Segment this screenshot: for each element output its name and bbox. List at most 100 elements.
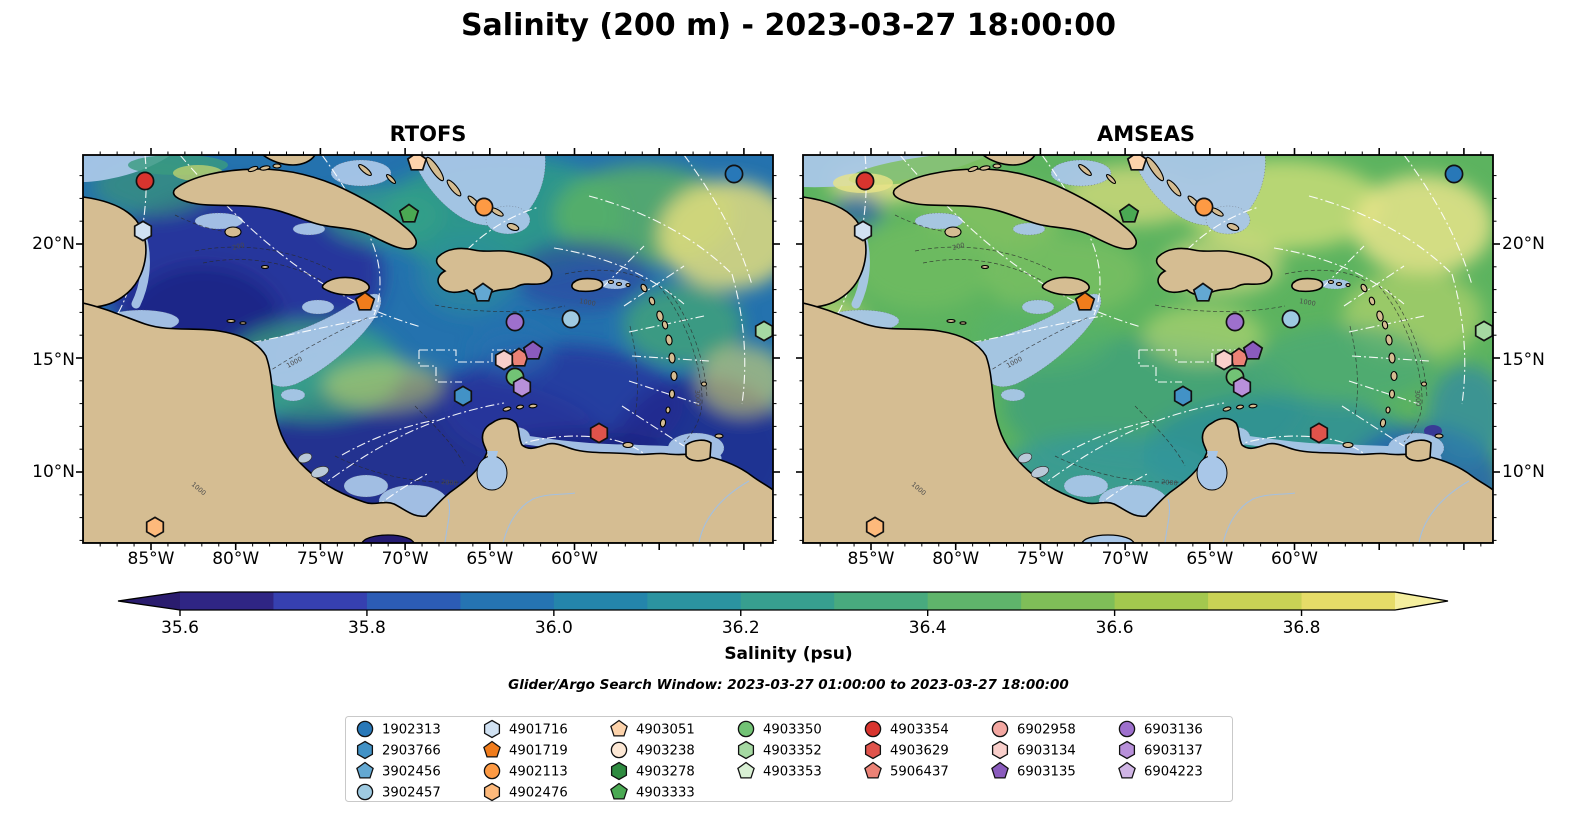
legend-box [345,716,1233,802]
legend-marker-4901716 [483,719,501,739]
rivers [1164,480,1470,543]
legend-label-4903353: 4903353 [763,765,822,780]
gulf-of-panama [361,534,415,543]
legend-label-5906437: 5906437 [890,765,949,780]
legend-label-6903134: 6903134 [1017,744,1076,759]
lon-tick-label: 60°W [1271,549,1318,569]
float-marker-4903354 [135,171,155,191]
float-marker-6903135 [1242,340,1264,360]
legend-label-4903350: 4903350 [763,723,822,738]
legend-marker-6903137 [1118,740,1136,760]
lat-tick-label: 15°N [32,350,75,370]
panel-title-amseas: AMSEAS [1097,122,1195,146]
colorbar-label: Salinity (psu) [724,644,853,664]
legend-marker-6904223 [1118,761,1136,779]
svg-text:3000: 3000 [1413,389,1422,406]
float-marker-3902457 [561,309,581,329]
lon-tick-label: 75°W [296,549,344,569]
legend-marker-3902456 [356,761,374,779]
legend-label-3902456: 3902456 [382,765,441,780]
colorbar-tick-label: 35.8 [347,618,386,638]
legend-marker-4903629 [864,740,882,760]
legend-label-4903238: 4903238 [636,744,695,759]
svg-text:1000: 1000 [1299,297,1317,308]
legend-marker-4903354 [864,720,882,738]
float-marker-4903352 [754,320,773,342]
legend-label-4903333: 4903333 [636,786,695,801]
float-marker-4901719 [1074,291,1096,311]
rivers [444,480,750,543]
legend-marker-6903134 [991,740,1009,760]
svg-text:200: 200 [951,241,965,252]
lon-tick-label: 65°W [1186,549,1234,569]
land [803,155,1493,543]
float-marker-1902313 [724,164,744,184]
colorbar-segment [927,592,1022,610]
colorbar-segment [647,592,742,610]
legend-label-4903629: 4903629 [890,744,949,759]
lon-tick-label: 85°W [127,549,175,569]
colorbar-segment [460,592,555,610]
shallow-shelf [102,155,725,518]
legend-label-4901719: 4901719 [509,744,568,759]
float-marker-4903051 [1126,155,1148,171]
legend-marker-4903352 [737,740,755,760]
figure-title: Salinity (200 m) - 2023-03-27 18:00:00 [460,8,1117,43]
legend-marker-6903136 [1118,720,1136,738]
float-marker-4902113 [474,197,494,217]
legend-label-6904223: 6904223 [1144,765,1203,780]
legend-marker-4903333 [610,782,628,800]
legend-marker-5906437 [864,761,882,779]
float-marker-6903136 [1225,312,1245,332]
legend-label-6903137: 6903137 [1144,744,1203,759]
float-marker-3902456 [1192,282,1214,302]
lat-tick-label: 10°N [32,462,75,482]
legend-marker-2903766 [356,740,374,760]
legend-label-6902958: 6902958 [1017,723,1076,738]
colorbar-segment [1208,592,1303,610]
colorbar-segment [1021,592,1116,610]
legend-marker-4901719 [483,740,501,758]
legend-svg: 1902313 2903766 3902456 3902457 4901716 49017… [345,716,1233,802]
svg-text:200: 200 [231,241,245,252]
lon-tick-label: 70°W [1101,549,1149,569]
float-marker-4901719 [354,291,376,311]
svg-text:3000: 3000 [693,389,702,406]
float-marker-4903051 [406,155,428,171]
float-marker-2903766 [453,385,473,407]
lat-tick-label: 15°N [1502,350,1545,370]
svg-text:1000: 1000 [579,297,597,308]
search-window-subtitle: Glider/Argo Search Window: 2023-03-27 01… [508,677,1069,693]
float-marker-4901716 [853,220,873,242]
legend-label-1902313: 1902313 [382,723,441,738]
colorbar-tick-label: 35.6 [161,618,199,638]
float-marker-4902113 [1194,197,1214,217]
legend-label-3902457: 3902457 [382,786,441,801]
colorbar-tick-label: 36.6 [1095,618,1134,638]
float-marker-6903135 [522,340,544,360]
colorbar-under-arrow [118,592,180,610]
legend-marker-6902958 [991,720,1009,738]
map-border [802,154,1494,544]
float-legend: 1902313 2903766 3902456 3902457 4901716 49017… [345,716,1233,806]
colorbar-tick-label: 36.8 [1282,618,1321,638]
float-marker-2903766 [1173,385,1193,407]
colorbar-segment [553,592,648,610]
legend-label-6903135: 6903135 [1017,765,1076,780]
legend-marker-4903350 [737,720,755,738]
lon-tick-label: 80°W [932,549,980,569]
float-marker-3902457 [1281,309,1301,329]
lat-tick-label: 20°N [32,234,75,254]
float-marker-6903137 [1232,376,1252,398]
legend-marker-1902313 [356,720,374,738]
colorbar-segment [366,592,461,610]
lon-tick-label: 65°W [466,549,514,569]
lat-tick-label: 20°N [1502,234,1545,254]
colorbar-tick-label: 36.0 [534,618,573,638]
svg-text:2000: 2000 [1161,478,1178,487]
legend-label-2903766: 2903766 [382,744,441,759]
legend-label-4903352: 4903352 [763,744,822,759]
colorbar-svg [117,591,1449,616]
